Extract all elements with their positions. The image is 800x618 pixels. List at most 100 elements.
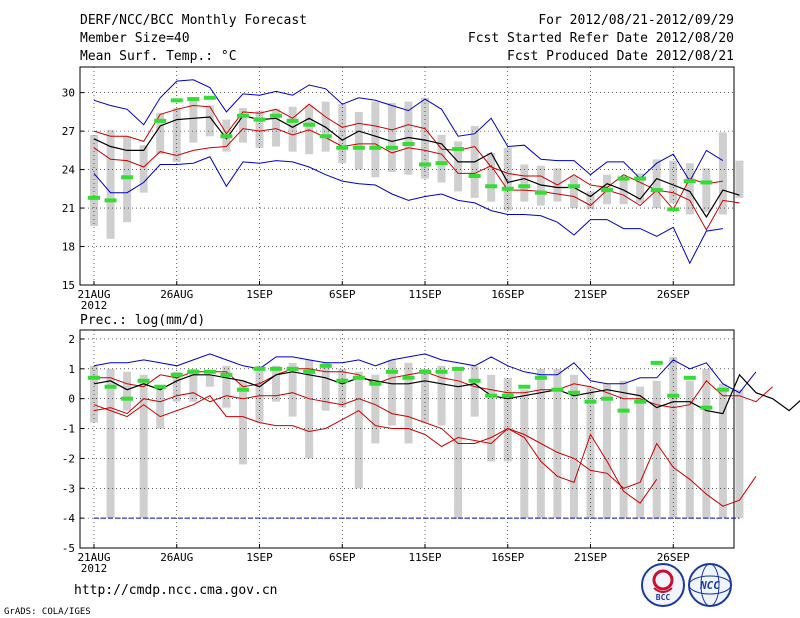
ensemble-marker bbox=[270, 113, 283, 118]
ensemble-marker bbox=[154, 384, 167, 389]
ensemble-marker bbox=[402, 375, 415, 380]
precip-variable-label: Prec.: log(mm/d) bbox=[80, 313, 205, 328]
ensemble-marker bbox=[601, 188, 614, 193]
ensemble-marker bbox=[170, 98, 183, 103]
ensemble-marker bbox=[336, 378, 349, 383]
ensemble-marker bbox=[187, 369, 200, 374]
y-tick-label: 27 bbox=[62, 125, 75, 138]
member-size-label: Member Size=40 bbox=[80, 31, 190, 46]
spread-bar bbox=[470, 365, 479, 417]
ensemble-marker bbox=[220, 372, 233, 377]
spread-bar bbox=[172, 108, 181, 162]
ensemble-marker bbox=[435, 161, 448, 166]
bcc-logo-text: BCC bbox=[656, 593, 671, 602]
spread-bar bbox=[487, 152, 496, 202]
ensemble-marker bbox=[700, 405, 713, 410]
ensemble-marker bbox=[501, 186, 514, 191]
forecast-period-label: For 2012/08/21-2012/09/29 bbox=[538, 13, 734, 28]
series-line-mean bbox=[93, 371, 800, 415]
x-tick-label: 21SEP bbox=[574, 551, 607, 564]
spread-bar bbox=[238, 108, 247, 143]
ensemble-marker bbox=[634, 399, 647, 404]
y-tick-label: -1 bbox=[62, 423, 75, 436]
spread-bar bbox=[586, 386, 595, 519]
ensemble-marker bbox=[468, 378, 481, 383]
spread-bar bbox=[205, 374, 214, 387]
ensemble-marker bbox=[253, 366, 266, 371]
produced-date-label: Fcst Produced Date 2012/08/21 bbox=[507, 49, 734, 64]
spread-bar bbox=[222, 365, 231, 408]
ensemble-marker bbox=[88, 375, 100, 380]
spread-bar bbox=[371, 101, 380, 178]
y-tick-label: -2 bbox=[62, 452, 75, 465]
ensemble-marker bbox=[286, 118, 299, 123]
x-tick-label: 21SEP bbox=[574, 288, 607, 301]
chart-title: DERF/NCC/BCC Monthly Forecast bbox=[80, 13, 307, 28]
spread-bar bbox=[156, 113, 165, 155]
spread-bar bbox=[718, 132, 727, 215]
spread-bar bbox=[189, 368, 198, 402]
x-tick-label: 26AUG bbox=[160, 288, 193, 301]
ensemble-marker bbox=[683, 375, 696, 380]
ensemble-marker bbox=[319, 134, 332, 139]
y-tick-label: 0 bbox=[68, 393, 75, 406]
spread-bar bbox=[139, 374, 148, 519]
x-tick-label: 11SEP bbox=[408, 551, 441, 564]
ensemble-marker bbox=[187, 97, 200, 102]
spread-bar bbox=[702, 168, 711, 212]
ensemble-marker bbox=[617, 408, 630, 413]
ensemble-marker bbox=[700, 180, 713, 185]
ensemble-marker bbox=[468, 174, 481, 178]
ensemble-marker bbox=[104, 384, 117, 389]
spread-bar bbox=[685, 163, 694, 215]
ensemble-marker bbox=[352, 145, 365, 150]
x-tick-label: 6SEP bbox=[329, 551, 356, 564]
spread-bar bbox=[669, 356, 678, 519]
spread-bar bbox=[454, 141, 463, 192]
ensemble-marker bbox=[319, 363, 332, 368]
y-tick-label: 21 bbox=[62, 202, 75, 215]
ensemble-marker bbox=[518, 184, 531, 189]
ensemble-marker bbox=[303, 122, 316, 127]
spread-bar bbox=[305, 359, 314, 459]
ensemble-marker bbox=[419, 369, 431, 374]
ensemble-marker bbox=[435, 369, 448, 374]
spread-bar bbox=[421, 368, 429, 423]
spread-bar bbox=[520, 389, 529, 519]
spread-bar bbox=[90, 134, 98, 227]
ensemble-marker bbox=[534, 190, 547, 195]
spread-bar bbox=[205, 105, 214, 137]
spread-bar bbox=[586, 191, 595, 210]
spread-bar bbox=[652, 380, 661, 519]
spread-bar bbox=[106, 129, 115, 239]
ensemble-marker bbox=[567, 184, 580, 189]
ensemble-marker bbox=[154, 118, 167, 123]
ensemble-marker bbox=[352, 375, 365, 380]
ensemble-marker bbox=[534, 375, 547, 380]
x-year-label: 2012 bbox=[81, 562, 108, 575]
ncc-logo: NCC bbox=[688, 563, 732, 607]
ensemble-marker bbox=[716, 387, 729, 392]
spread-bar bbox=[553, 368, 562, 519]
ensemble-marker bbox=[617, 176, 630, 181]
ensemble-marker bbox=[303, 369, 316, 374]
grads-credit: GrADS: COLA/IGES bbox=[4, 607, 91, 617]
series-line-min bbox=[93, 395, 658, 504]
spread-bar bbox=[603, 383, 612, 519]
spread-bar bbox=[619, 380, 628, 519]
series-line-mean bbox=[93, 115, 740, 219]
spread-bar bbox=[487, 374, 496, 462]
ensemble-marker bbox=[650, 360, 663, 365]
spread-bar bbox=[636, 386, 645, 519]
ensemble-marker bbox=[385, 369, 398, 374]
y-tick-label: -5 bbox=[62, 542, 75, 555]
x-tick-label: 6SEP bbox=[329, 288, 356, 301]
x-year-label: 2012 bbox=[81, 299, 108, 312]
ensemble-marker bbox=[551, 387, 564, 392]
ensemble-marker bbox=[369, 145, 382, 150]
spread-bar bbox=[669, 160, 678, 203]
spread-bar bbox=[238, 380, 247, 465]
ensemble-marker bbox=[336, 145, 349, 150]
